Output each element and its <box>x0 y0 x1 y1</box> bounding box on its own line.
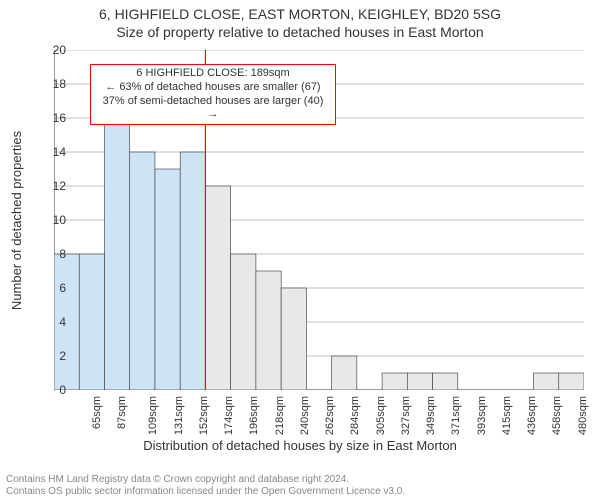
callout-box: 6 HIGHFIELD CLOSE: 189sqm ← 63% of detac… <box>90 64 336 125</box>
footer-line-1: Contains HM Land Registry data © Crown c… <box>6 474 405 486</box>
footer-attribution: Contains HM Land Registry data © Crown c… <box>6 474 405 498</box>
y-tick-label: 18 <box>36 77 66 91</box>
x-axis-label: Distribution of detached houses by size … <box>0 438 600 453</box>
y-tick-label: 0 <box>36 383 66 397</box>
histogram-bar <box>231 254 256 390</box>
x-tick-label: 262sqm <box>324 396 336 435</box>
histogram-bar <box>130 152 155 390</box>
x-tick-label: 152sqm <box>198 396 210 435</box>
x-tick-label: 371sqm <box>450 396 462 435</box>
callout-line-1: 6 HIGHFIELD CLOSE: 189sqm <box>97 67 329 81</box>
x-tick-label: 218sqm <box>274 396 286 435</box>
histogram-bar <box>281 288 306 390</box>
y-tick-label: 12 <box>36 179 66 193</box>
x-tick-label: 240sqm <box>299 396 311 435</box>
x-tick-label: 349sqm <box>425 396 437 435</box>
x-tick-label: 174sqm <box>223 396 235 435</box>
histogram-bar <box>79 254 104 390</box>
histogram-bar <box>180 152 205 390</box>
callout-line-3: 37% of semi-detached houses are larger (… <box>97 95 329 123</box>
x-tick-label: 65sqm <box>91 396 103 429</box>
y-axis-label: Number of detached properties <box>10 50 24 390</box>
histogram-bar <box>256 271 281 390</box>
chart-title-line1: 6, HIGHFIELD CLOSE, EAST MORTON, KEIGHLE… <box>0 6 600 22</box>
histogram-bar <box>155 169 180 390</box>
x-tick-label: 393sqm <box>476 396 488 435</box>
x-tick-label: 305sqm <box>375 396 387 435</box>
y-axis-label-text: Number of detached properties <box>10 130 25 309</box>
histogram-bar <box>332 356 357 390</box>
chart-title-line2: Size of property relative to detached ho… <box>0 24 600 40</box>
y-tick-label: 20 <box>36 43 66 57</box>
callout-line-2: ← 63% of detached houses are smaller (67… <box>97 81 329 95</box>
y-tick-label: 16 <box>36 111 66 125</box>
histogram-bar <box>433 373 458 390</box>
histogram-bar <box>205 186 230 390</box>
histogram-bar <box>407 373 432 390</box>
x-tick-label: 458sqm <box>551 396 563 435</box>
histogram-bar <box>382 373 407 390</box>
x-tick-label: 131sqm <box>173 396 185 435</box>
x-tick-label: 87sqm <box>116 396 128 429</box>
x-tick-label: 436sqm <box>526 396 538 435</box>
x-tick-label: 284sqm <box>350 396 362 435</box>
y-tick-label: 8 <box>36 247 66 261</box>
histogram-bar <box>534 373 559 390</box>
histogram-bar <box>104 84 129 390</box>
histogram-bar <box>559 373 584 390</box>
x-tick-label: 327sqm <box>400 396 412 435</box>
x-tick-label: 480sqm <box>577 396 589 435</box>
x-tick-label: 415sqm <box>501 396 513 435</box>
chart-root: 6, HIGHFIELD CLOSE, EAST MORTON, KEIGHLE… <box>0 0 600 500</box>
y-tick-label: 2 <box>36 349 66 363</box>
y-tick-label: 4 <box>36 315 66 329</box>
x-tick-label: 109sqm <box>148 396 160 435</box>
y-tick-label: 14 <box>36 145 66 159</box>
x-tick-label: 196sqm <box>249 396 261 435</box>
y-tick-label: 10 <box>36 213 66 227</box>
y-tick-label: 6 <box>36 281 66 295</box>
footer-line-2: Contains OS public sector information li… <box>6 486 405 498</box>
